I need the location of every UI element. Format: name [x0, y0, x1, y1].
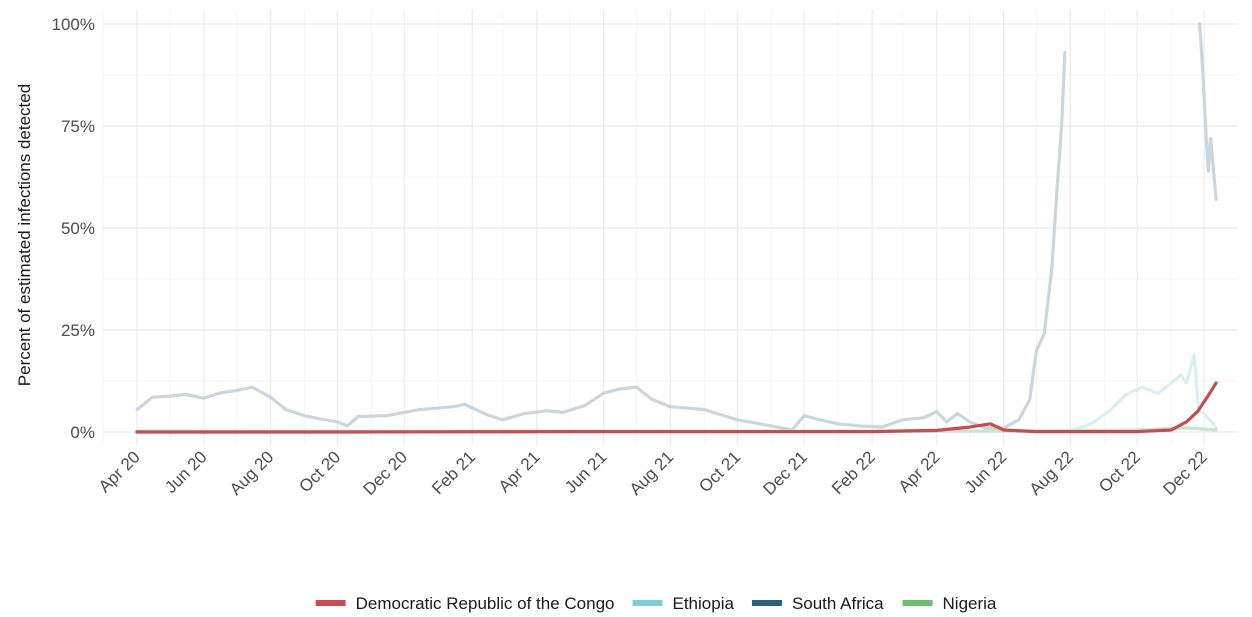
x-tick-label: Oct 20	[295, 447, 344, 496]
x-tick-label: Jun 20	[161, 447, 211, 497]
series-lines	[135, 22, 1218, 434]
y-tick-label: 25%	[61, 321, 95, 340]
legend-label-democratic-republic-of-the-congo: Democratic Republic of the Congo	[356, 594, 615, 613]
legend-key-nigeria	[902, 600, 933, 606]
legend-label-ethiopia: Ethiopia	[673, 594, 735, 613]
x-tick-label: Feb 22	[828, 447, 879, 498]
series-line-south-africa	[135, 51, 1067, 432]
y-tick-label: 50%	[61, 219, 95, 238]
y-tick-label: 75%	[61, 117, 95, 136]
legend-label-nigeria: Nigeria	[943, 594, 997, 613]
x-tick-label: Oct 22	[1095, 447, 1144, 496]
y-axis-title: Percent of estimated infections detected	[15, 84, 34, 386]
legend-label-south-africa: South Africa	[792, 594, 884, 613]
x-tick-label: Dec 21	[759, 447, 811, 499]
series-line-ethiopia	[135, 352, 1218, 433]
x-tick-label: Apr 22	[895, 447, 944, 496]
series-line-south-africa-late	[1198, 22, 1218, 201]
legend-key-democratic-republic-of-the-congo	[315, 600, 346, 606]
x-tick-label: Apr 20	[95, 447, 144, 496]
y-tick-label: 0%	[70, 423, 95, 442]
x-tick-label: Aug 20	[226, 447, 278, 499]
legend-key-ethiopia	[632, 600, 663, 606]
x-tick-label: Dec 22	[1159, 447, 1211, 499]
x-tick-label: Feb 21	[428, 447, 479, 498]
x-tick-label: Dec 20	[360, 447, 412, 499]
y-tick-labels: 0% 25% 50% 75% 100%	[52, 15, 95, 442]
x-tick-label: Oct 21	[695, 447, 744, 496]
y-tick-label: 100%	[52, 15, 95, 34]
legend: Democratic Republic of the Congo Ethiopia…	[315, 594, 997, 613]
x-tick-label: Jun 21	[561, 447, 611, 497]
x-tick-label: Aug 22	[1026, 447, 1078, 499]
series-line-democratic-republic-of-the-congo	[135, 381, 1218, 434]
x-tick-label: Jun 22	[961, 447, 1011, 497]
legend-key-south-africa	[751, 600, 782, 606]
x-tick-labels: Apr 20 Jun 20 Aug 20 Oct 20 Dec 20 Feb 21 Apr …	[95, 447, 1211, 499]
x-tick-label: Apr 21	[495, 447, 544, 496]
x-tick-label: Aug 21	[626, 447, 678, 499]
